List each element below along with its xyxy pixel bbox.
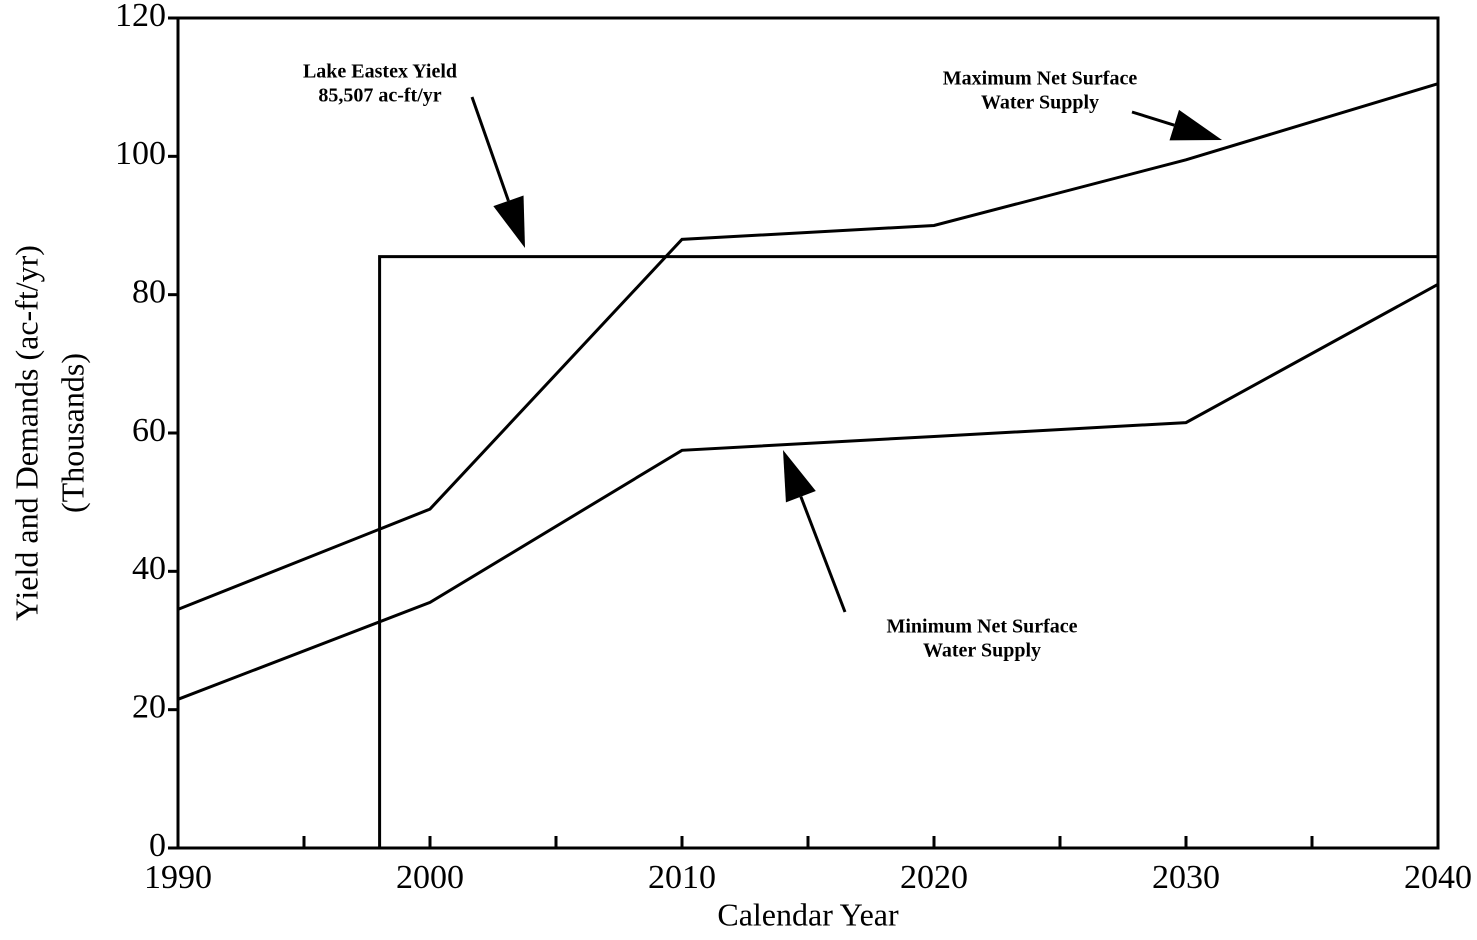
arrow-shaft xyxy=(1131,110,1175,127)
y-tick-label: 100 xyxy=(115,135,166,172)
series-line xyxy=(177,282,1439,701)
series-line xyxy=(378,255,1438,848)
x-tick-label: 2000 xyxy=(396,859,464,896)
annotation: 85,507 ac-ft/yr xyxy=(318,85,441,107)
arrow-shaft xyxy=(799,496,847,613)
x-tick-label: 2020 xyxy=(900,859,968,896)
annotation: Minimum Net Surface xyxy=(886,616,1077,638)
annotation: Water Supply xyxy=(981,92,1099,114)
y-tick-label: 120 xyxy=(115,0,166,34)
y-tick-label: 20 xyxy=(132,688,166,725)
x-axis-label: Calendar Year xyxy=(717,896,899,932)
y-axis-label: (Thousands) xyxy=(54,353,90,513)
y-axis-label: Yield and Demands (ac-ft/yr) xyxy=(8,245,44,621)
annotation: Lake Eastex Yield xyxy=(303,61,457,83)
x-tick-label: 1990 xyxy=(144,859,212,896)
x-tick-label: 2030 xyxy=(1152,859,1220,896)
arrow-shaft xyxy=(470,96,510,202)
y-tick-label: 80 xyxy=(132,273,166,310)
x-tick-label: 2040 xyxy=(1404,859,1472,896)
plot-frame xyxy=(176,16,1440,850)
y-tick-label: 40 xyxy=(132,550,166,587)
y-tick-label: 60 xyxy=(132,412,166,449)
annotation: Water Supply xyxy=(923,640,1041,662)
arrow-head xyxy=(783,450,816,503)
arrow-head xyxy=(1169,109,1222,141)
x-tick-label: 2010 xyxy=(648,859,716,896)
series-line xyxy=(177,82,1439,611)
annotation: Maximum Net Surface xyxy=(943,68,1138,90)
y-tick-label: 0 xyxy=(149,827,166,864)
arrow-head xyxy=(493,195,525,248)
